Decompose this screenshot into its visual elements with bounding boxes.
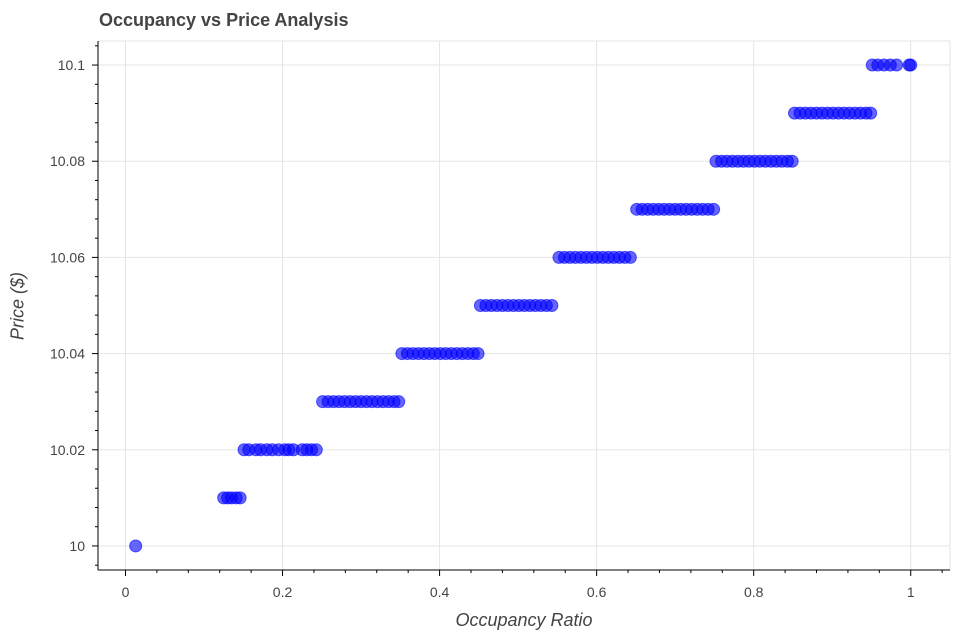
x-tick-label: 0 — [122, 584, 130, 600]
x-tick-label: 0.2 — [273, 584, 293, 600]
scatter-point — [864, 106, 878, 120]
y-tick-label: 10.02 — [50, 442, 85, 458]
scatter-point — [904, 58, 918, 72]
scatter-point — [890, 58, 904, 72]
y-tick-label: 10.1 — [58, 57, 85, 73]
scatter-point — [545, 299, 559, 312]
y-tick-label: 10 — [69, 538, 85, 554]
scatter-point — [471, 347, 485, 361]
y-tick-label: 10.08 — [50, 153, 85, 169]
x-tick-label: 0.4 — [430, 584, 450, 600]
y-tick-label: 10.04 — [50, 346, 85, 362]
scatter-point — [233, 491, 247, 505]
x-tick-label: 0.6 — [587, 584, 607, 600]
x-tick-label: 1 — [907, 584, 915, 600]
chart-title: Occupancy vs Price Analysis — [99, 10, 349, 30]
scatter-point — [707, 202, 721, 216]
x-axis-label: Occupancy Ratio — [455, 610, 593, 630]
scatter-point — [623, 250, 637, 264]
x-tick-label: 0.8 — [744, 584, 764, 600]
scatter-point — [129, 539, 143, 553]
scatter-point — [392, 395, 406, 409]
scatter-point — [785, 154, 799, 168]
scatter-point — [309, 443, 323, 457]
y-tick-label: 10.06 — [50, 249, 85, 265]
